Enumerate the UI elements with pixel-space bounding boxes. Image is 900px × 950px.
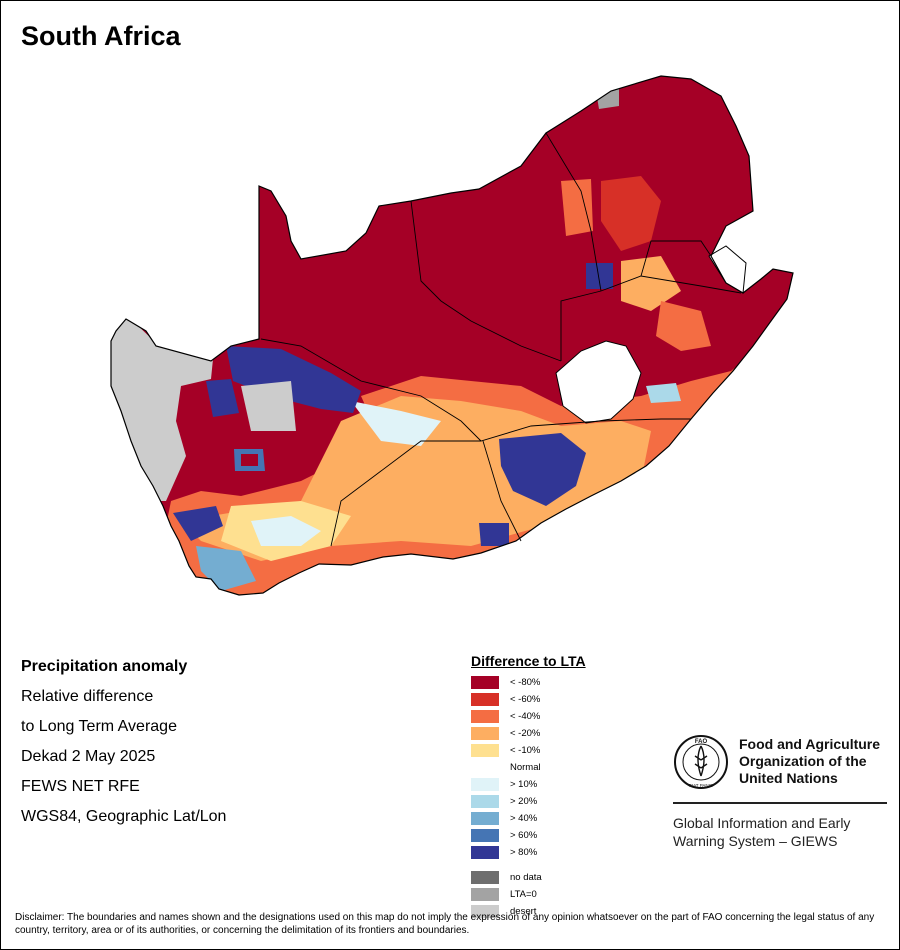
info-period: Dekad 2 May 2025	[21, 748, 156, 765]
lesotho-enclave	[555, 340, 642, 424]
dry-patch-60	[601, 176, 661, 251]
legend-label: > 40%	[510, 813, 538, 824]
legend-label: > 80%	[510, 847, 538, 858]
wet-area-east	[499, 433, 586, 506]
wet-area-west	[206, 379, 239, 417]
legend-title: Difference to LTA	[471, 653, 586, 669]
legend-label: > 10%	[510, 779, 538, 790]
dry-patch-20	[621, 256, 681, 311]
legend-swatch	[471, 676, 499, 689]
wet-ring-core	[241, 454, 258, 466]
legend-item: > 10%	[471, 777, 671, 794]
legend-item: LTA=0	[471, 887, 671, 904]
map-title: South Africa	[21, 21, 181, 51]
disclaimer: Disclaimer: The boundaries and names sho…	[15, 912, 875, 936]
legend-extra: no data LTA=0 desert	[471, 870, 671, 921]
map-info: Precipitation anomaly Relative differenc…	[21, 656, 226, 836]
legend-swatch	[471, 871, 499, 884]
legend-label: < -10%	[510, 745, 541, 756]
legend-label: LTA=0	[510, 889, 537, 900]
legend: Difference to LTA < -80% < -60% < -40% < -2…	[471, 653, 671, 921]
giews-line-1: Global Information and Early	[673, 815, 851, 831]
legend-swatch	[471, 829, 499, 842]
fao-logo-motto: FIAT PANIS	[689, 783, 713, 788]
wet-patch-b	[251, 516, 321, 546]
fao-name-line-3: United Nations	[739, 770, 838, 786]
info-heading: Precipitation anomaly	[21, 658, 188, 675]
legend-item: < -40%	[471, 709, 671, 726]
legend-swatch	[471, 693, 499, 706]
legend-swatch	[471, 846, 499, 859]
giews-label: Global Information and Early Warning Sys…	[673, 814, 889, 850]
legend-label: no data	[510, 872, 542, 883]
fao-name: Food and Agriculture Organization of the…	[739, 736, 889, 787]
fao-logo: FAO FIAT PANIS	[674, 735, 728, 789]
desert-area-inner	[241, 381, 296, 431]
dry-patch-40	[656, 301, 711, 351]
legend-label: < -20%	[510, 728, 541, 739]
legend-gap	[471, 862, 671, 870]
fao-name-line-1: Food and Agriculture	[739, 736, 881, 752]
fao-name-line-2: Organization of the	[739, 753, 867, 769]
legend-label: desert	[510, 906, 537, 917]
legend-swatch	[471, 812, 499, 825]
wet-area-north	[586, 263, 613, 289]
legend-swatch	[471, 744, 499, 757]
legend-item: < -20%	[471, 726, 671, 743]
country-outline	[110, 75, 794, 596]
info-line-1: Relative difference	[21, 688, 154, 705]
legend-swatch	[471, 710, 499, 723]
legend-swatch	[471, 795, 499, 808]
info-source: FEWS NET RFE	[21, 778, 140, 795]
wet-patch-a	[351, 401, 441, 446]
legend-item: Normal	[471, 760, 671, 777]
giews-line-2: Warning System – GIEWS	[673, 833, 838, 849]
anomaly-map	[110, 75, 794, 596]
info-projection: WGS84, Geographic Lat/Lon	[21, 808, 227, 825]
legend-label: < -80%	[510, 677, 541, 688]
legend-item: < -80%	[471, 675, 671, 692]
wet-area-northwest	[226, 346, 361, 413]
legend-label: > 60%	[510, 830, 538, 841]
legend-item: > 40%	[471, 811, 671, 828]
legend-item: > 80%	[471, 845, 671, 862]
province-boundaries	[260, 132, 742, 547]
legend-label: Normal	[510, 762, 541, 773]
legend-label: < -60%	[510, 694, 541, 705]
dry-patch-40b	[561, 179, 593, 236]
legend-swatch	[471, 778, 499, 791]
legend-label: < -40%	[510, 711, 541, 722]
info-line-2: to Long Term Average	[21, 718, 177, 735]
legend-item: < -10%	[471, 743, 671, 760]
legend-classes: < -80% < -60% < -40% < -20% < -10% Normal > 10…	[471, 675, 671, 862]
fao-divider	[673, 802, 887, 804]
legend-swatch	[471, 888, 499, 901]
legend-item: > 20%	[471, 794, 671, 811]
legend-swatch	[471, 761, 499, 774]
fao-logo-text: FAO	[695, 739, 708, 745]
wet-area-cape	[173, 506, 223, 541]
wet-area-kzn	[646, 383, 681, 403]
legend-label: > 20%	[510, 796, 538, 807]
legend-item: < -60%	[471, 692, 671, 709]
legend-swatch	[471, 727, 499, 740]
legend-item: > 60%	[471, 828, 671, 845]
legend-swatch	[471, 905, 499, 918]
legend-item: desert	[471, 904, 671, 921]
wet-area-south	[479, 523, 509, 546]
legend-item: no data	[471, 870, 671, 887]
